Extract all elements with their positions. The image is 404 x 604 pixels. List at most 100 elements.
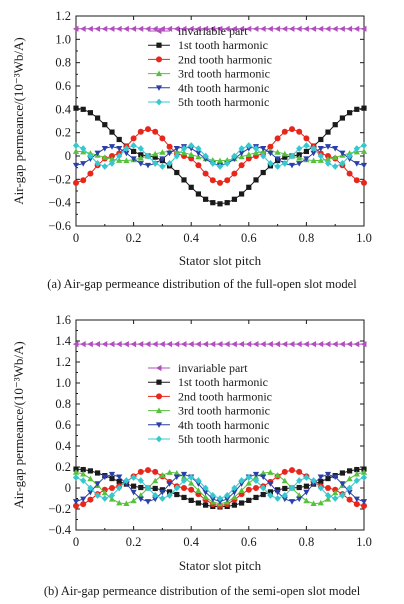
y-tick-label: −0.2	[48, 502, 71, 516]
data-point	[339, 115, 345, 121]
data-point	[303, 135, 310, 142]
series-h5	[72, 474, 368, 502]
data-point	[224, 160, 231, 167]
data-point	[130, 142, 137, 149]
data-point	[339, 160, 346, 167]
data-point	[137, 128, 144, 135]
data-point	[260, 169, 266, 176]
data-point	[245, 142, 252, 149]
data-point	[152, 160, 159, 167]
data-point	[87, 25, 93, 32]
data-point	[195, 487, 202, 493]
data-point	[303, 148, 309, 155]
y-tick-label: 0.8	[55, 397, 71, 411]
data-point	[109, 153, 115, 159]
data-point	[253, 485, 259, 491]
data-point	[253, 177, 259, 183]
data-point	[80, 106, 86, 112]
data-point	[303, 489, 310, 496]
data-point	[116, 478, 122, 485]
data-point	[281, 477, 288, 484]
data-point	[209, 492, 216, 499]
data-point	[173, 25, 180, 32]
data-point	[130, 135, 137, 142]
data-point	[296, 468, 303, 475]
data-point	[353, 470, 360, 477]
data-point	[181, 494, 187, 501]
data-point	[288, 25, 295, 32]
data-point	[288, 162, 296, 169]
y-tick-label: 1.2	[55, 355, 71, 369]
data-point	[224, 200, 230, 206]
data-point	[332, 154, 339, 160]
data-point	[72, 499, 80, 505]
data-point	[310, 145, 317, 152]
y-tick-label: −0.4	[48, 523, 71, 537]
data-point	[274, 163, 281, 170]
legend-marker	[156, 379, 162, 385]
data-point	[296, 155, 303, 161]
data-point	[231, 170, 238, 177]
data-point	[137, 496, 144, 503]
data-point	[238, 150, 245, 157]
data-point	[80, 496, 87, 503]
data-point	[324, 25, 331, 32]
data-point	[260, 484, 267, 492]
data-point	[252, 477, 260, 484]
data-point	[116, 145, 123, 152]
data-point	[80, 25, 86, 32]
data-point	[361, 466, 367, 472]
legend-label: 1st tooth harmonic	[178, 375, 268, 389]
data-point	[217, 201, 223, 207]
data-point	[245, 480, 252, 486]
data-point	[267, 489, 273, 495]
data-point	[159, 149, 166, 155]
data-point	[116, 157, 123, 163]
data-point	[353, 25, 360, 32]
data-point	[360, 148, 368, 154]
data-point	[188, 184, 194, 190]
data-point	[181, 485, 187, 491]
data-point	[173, 341, 180, 348]
data-point	[361, 502, 367, 509]
series-h3	[72, 469, 368, 507]
data-point	[202, 152, 209, 160]
data-point	[137, 468, 144, 475]
series-invariable	[72, 25, 367, 32]
data-point	[267, 492, 274, 499]
data-point	[180, 145, 188, 152]
data-point	[303, 156, 310, 162]
x-tick-label: 0	[73, 231, 79, 245]
data-point	[159, 489, 166, 496]
data-point	[274, 341, 281, 348]
data-point	[202, 170, 209, 177]
legend-marker	[155, 27, 162, 35]
data-point	[195, 162, 202, 169]
data-point	[325, 153, 331, 159]
data-point	[152, 341, 158, 348]
data-point	[188, 25, 194, 32]
y-tick-label: 1.0	[55, 32, 71, 46]
data-point	[231, 484, 238, 492]
data-point	[216, 495, 224, 502]
data-point	[73, 502, 79, 509]
data-point	[203, 502, 209, 508]
data-point	[152, 492, 159, 499]
data-point	[281, 160, 288, 167]
data-point	[116, 25, 122, 32]
data-point	[281, 492, 288, 499]
data-point	[131, 148, 137, 155]
data-point	[303, 142, 310, 149]
data-point	[216, 163, 224, 170]
data-point	[353, 145, 360, 152]
data-point	[166, 143, 173, 150]
x-axis-label: Stator slot pitch	[179, 558, 262, 573]
data-point	[180, 149, 188, 156]
data-point	[73, 179, 79, 186]
data-point	[246, 184, 252, 190]
data-point	[289, 467, 295, 474]
data-point	[339, 25, 345, 32]
data-point	[296, 128, 303, 135]
